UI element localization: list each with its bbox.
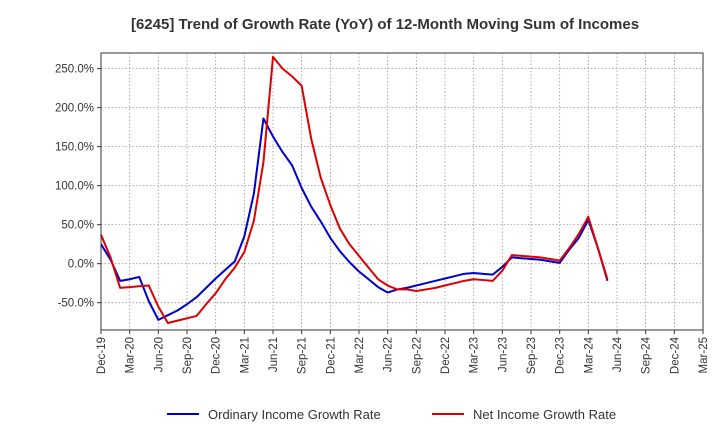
x-tick-label: Mar-21 — [239, 337, 251, 373]
x-tick-label: Sep-23 — [526, 337, 538, 374]
y-tick-label: -50.0% — [58, 298, 94, 310]
x-tick-label: Dec-21 — [325, 337, 337, 374]
series-lines — [100, 55, 609, 324]
legend-label: Net Income Growth Rate — [473, 407, 616, 422]
x-tick-label: Jun-20 — [153, 337, 165, 372]
x-tick-label: Jun-21 — [268, 337, 280, 372]
x-tick-label: Jun-24 — [612, 336, 624, 372]
x-tick-label: Sep-22 — [411, 337, 423, 374]
x-tick-label: Dec-20 — [211, 337, 223, 374]
x-tick-label: Dec-19 — [96, 337, 108, 374]
y-tick-label: 100.0% — [55, 181, 94, 193]
x-tick-label: Sep-24 — [641, 336, 653, 374]
x-tick-label: Jun-22 — [383, 337, 395, 372]
x-tick-label: Mar-22 — [354, 337, 366, 373]
y-tick-label: 0.0% — [68, 259, 94, 271]
series-line — [100, 55, 609, 324]
legend: Ordinary Income Growth Rate Net Income Gr… — [167, 407, 616, 422]
x-tick-label: Dec-24 — [669, 336, 681, 374]
x-tick-label: Mar-20 — [125, 337, 137, 373]
x-tick-label: Sep-20 — [182, 337, 194, 374]
chart-title: [6245] Trend of Growth Rate (YoY) of 12-… — [131, 16, 639, 33]
y-tick-label: 250.0% — [55, 64, 94, 76]
x-axis-ticks: Dec-19 Mar-20 Jun-20 Sep-20 Dec-20 Mar-21 Jun-… — [96, 330, 710, 374]
y-tick-label: 150.0% — [55, 142, 94, 154]
y-tick-label: 200.0% — [55, 103, 94, 115]
y-tick-label: 50.0% — [61, 220, 94, 232]
y-axis-ticks: -50.0% 0.0% 50.0% 100.0% 150.0% 200.0% 250.0% — [55, 64, 101, 310]
x-tick-label: Jun-23 — [497, 337, 509, 372]
x-tick-label: Mar-25 — [698, 337, 710, 373]
x-tick-label: Dec-23 — [555, 337, 567, 374]
plot-area-border — [100, 52, 704, 331]
x-tick-label: Mar-23 — [469, 337, 481, 373]
legend-label: Ordinary Income Growth Rate — [208, 407, 381, 422]
x-tick-label: Sep-21 — [297, 337, 309, 374]
series-line — [100, 117, 609, 321]
x-tick-label: Dec-22 — [440, 337, 452, 374]
x-tick-label: Mar-24 — [583, 336, 595, 373]
